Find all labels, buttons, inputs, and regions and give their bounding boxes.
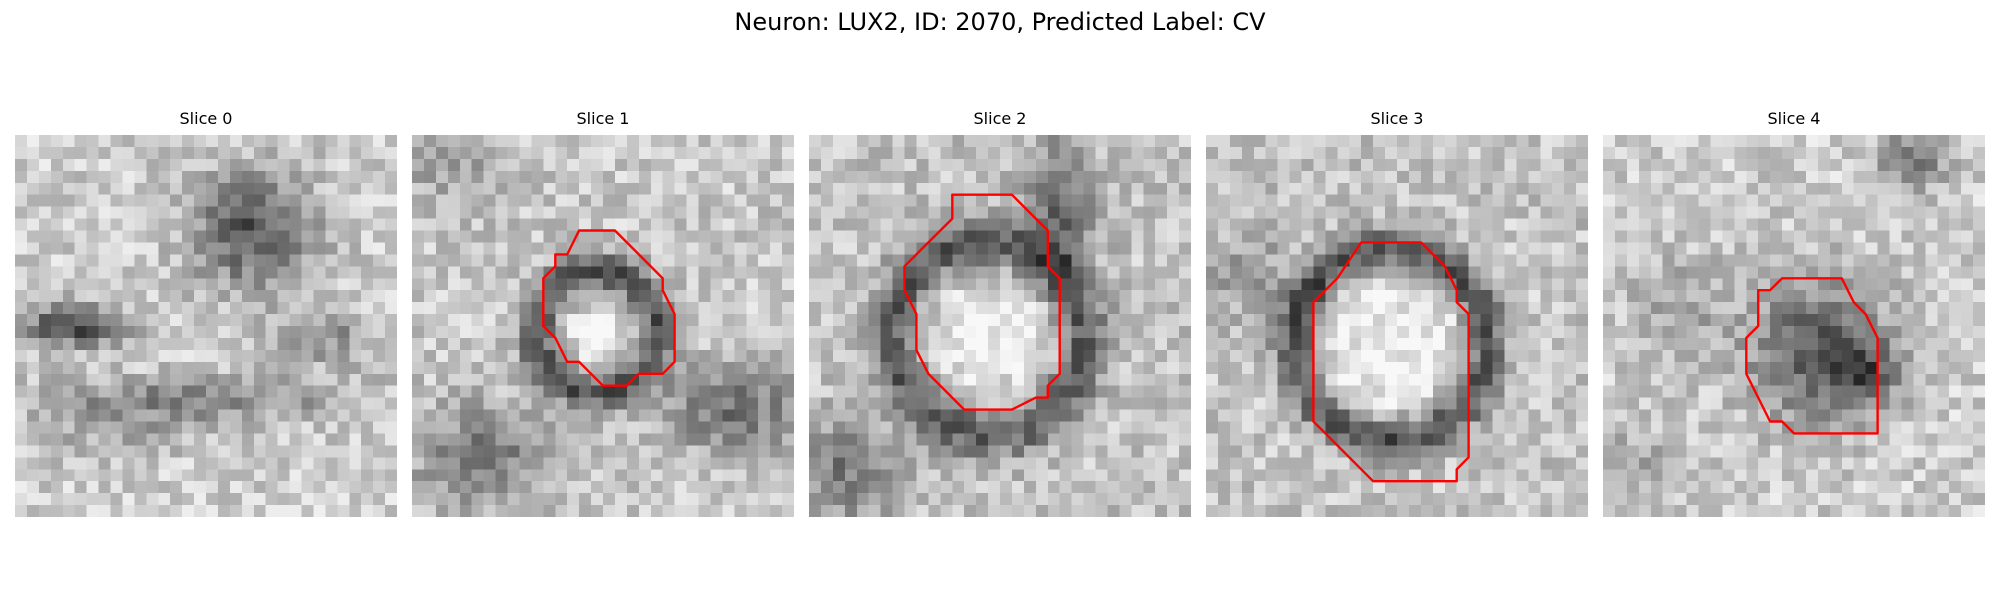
slice-4-image [1603, 135, 1985, 517]
slice-3-title: Slice 3 [1206, 109, 1588, 128]
slice-0-svg [15, 135, 397, 517]
slice-0-image [15, 135, 397, 517]
slice-1-image [412, 135, 794, 517]
slice-4-svg [1603, 135, 1985, 517]
slice-4-title: Slice 4 [1603, 109, 1985, 128]
slice-2-svg [809, 135, 1191, 517]
slice-2-image [809, 135, 1191, 517]
slice-3-image [1206, 135, 1588, 517]
slice-3-svg [1206, 135, 1588, 517]
slice-1-title: Slice 1 [412, 109, 794, 128]
slice-1-svg [412, 135, 794, 517]
slice-2-title: Slice 2 [809, 109, 1191, 128]
figure-title: Neuron: LUX2, ID: 2070, Predicted Label:… [0, 8, 2000, 36]
slice-0-title: Slice 0 [15, 109, 397, 128]
